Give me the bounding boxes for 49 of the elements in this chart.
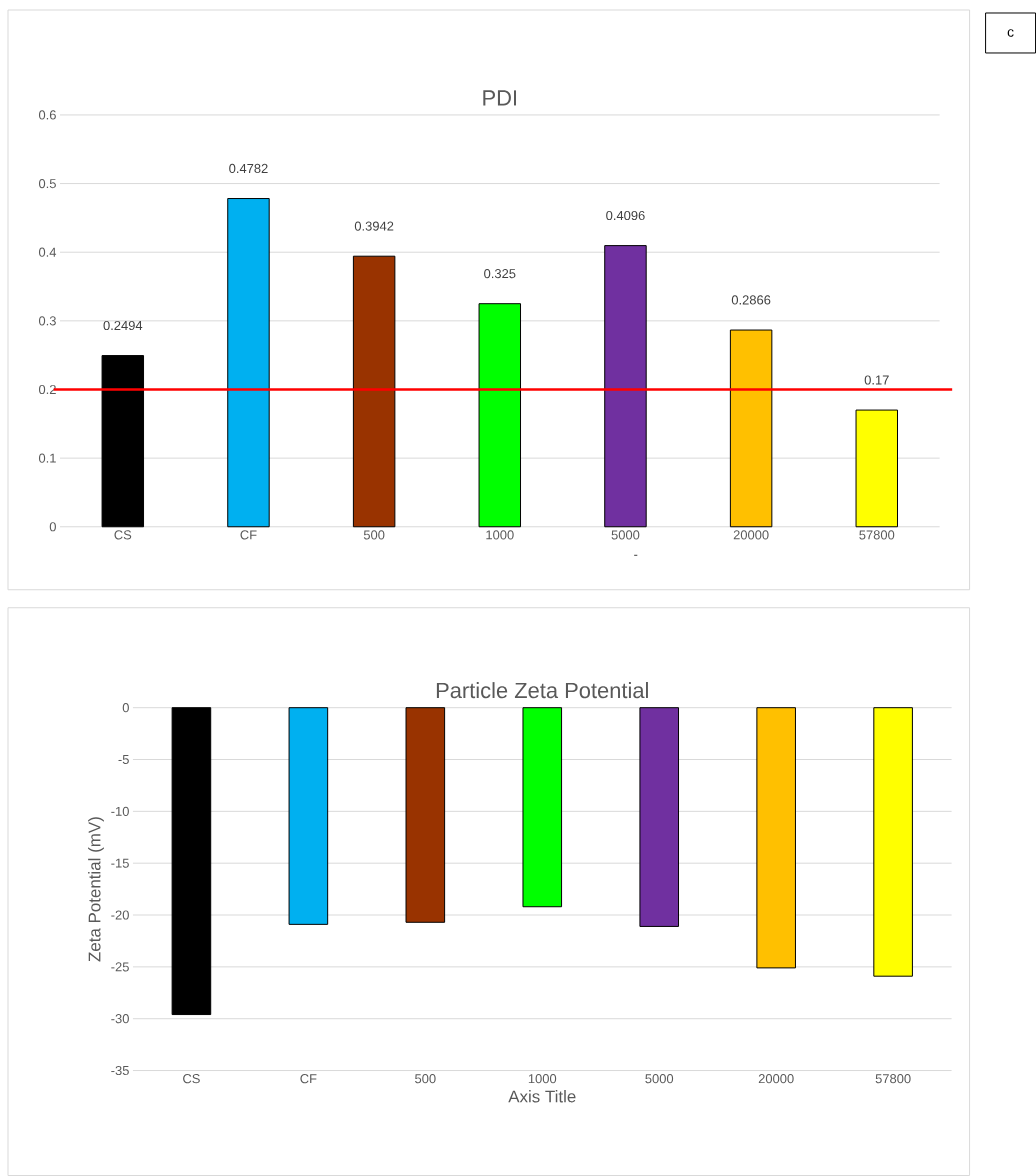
y-tick-label: 0.3 (38, 316, 56, 326)
y-axis-title: Zeta Potential (mV) (88, 817, 104, 962)
y-tick-label: -30 (111, 1014, 129, 1024)
x-tick-label: 5000 (611, 530, 640, 540)
data-label: 0.17 (864, 375, 889, 385)
x-tick-label: 1000 (486, 530, 514, 540)
y-tick-label: 0 (122, 703, 129, 713)
bar (729, 329, 773, 528)
chart-title: PDI (483, 90, 517, 106)
x-tick-label: 500 (415, 1074, 436, 1084)
y-tick-label: 0 (49, 522, 56, 532)
x-tick-label: 20000 (758, 1074, 794, 1084)
bar (855, 409, 898, 528)
y-tick-label: 0.6 (38, 110, 56, 120)
y-tick-label: -35 (111, 1065, 129, 1076)
y-tick-label: -10 (111, 806, 129, 816)
y-tick-label: -25 (111, 962, 129, 972)
data-label: 0.2494 (103, 320, 143, 331)
x-tick-label: CS (183, 1074, 200, 1084)
x-tick-label: 20000 (733, 530, 769, 540)
x-tick-label: 500 (363, 530, 385, 540)
x-tick-label: 57800 (875, 1074, 911, 1084)
y-tick-label: 0.2 (38, 384, 56, 395)
data-label: 0.2866 (731, 295, 771, 305)
text: - (634, 554, 638, 556)
bar (352, 255, 396, 528)
data-label: 0.325 (484, 269, 516, 279)
x-axis-title: Axis Title (508, 1090, 576, 1103)
bar (604, 245, 647, 528)
y-tick-label: 0.1 (38, 453, 56, 463)
x-tick-label: 1000 (528, 1074, 557, 1084)
y-tick-label: 0.5 (38, 178, 56, 189)
x-tick-label: CS (114, 530, 132, 540)
x-tick-label: 5000 (645, 1074, 674, 1084)
bar (478, 303, 522, 528)
x-tick-label: CF (240, 530, 257, 540)
x-tick-label: 57800 (859, 530, 895, 540)
bar (227, 198, 270, 528)
y-tick-label: -5 (118, 755, 129, 765)
data-label: 0.4782 (229, 163, 268, 174)
data-label: 0.3942 (354, 221, 394, 231)
chart-title: Particle Zeta Potential (436, 682, 648, 699)
x-tick-label: CF (300, 1074, 317, 1084)
y-tick-label: 0.4 (38, 247, 57, 257)
y-tick-label: -15 (111, 858, 129, 868)
y-tick-label: -20 (111, 910, 129, 920)
text: c (1007, 29, 1014, 37)
data-label: 0.4096 (606, 210, 645, 221)
bar (101, 355, 145, 528)
